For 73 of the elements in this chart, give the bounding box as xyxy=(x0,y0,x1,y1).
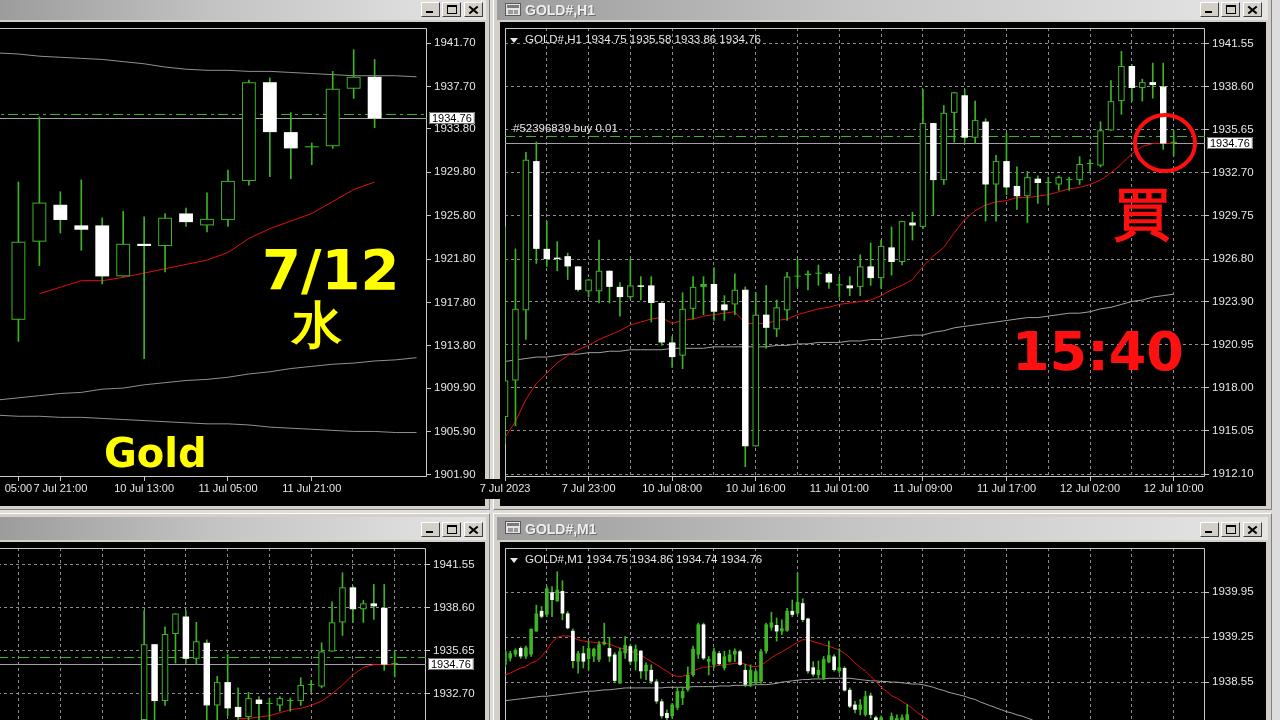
x-tick-label: 10 Jul 13:00 xyxy=(114,481,175,494)
ref-line-label: 1934.76 xyxy=(431,657,471,670)
y-tick-label: 1926.80 xyxy=(1212,252,1254,265)
candlestick xyxy=(137,216,152,360)
ref-line-label: 1934.76 xyxy=(1210,136,1250,149)
y-tick-label: 1917.80 xyxy=(434,295,476,308)
chart-subtitle: GOLD#,M1 1934.75 1934.86 1934.74 1934.76 xyxy=(525,553,763,566)
candlestick xyxy=(200,192,214,233)
annotation: 買 xyxy=(1114,181,1170,246)
y-tick-label: 1939.95 xyxy=(1212,585,1254,598)
y-tick-label: 1932.70 xyxy=(1212,165,1254,178)
y-tick-label: 1913.80 xyxy=(434,338,476,351)
candlestick xyxy=(762,285,770,349)
y-tick-label: 1921.80 xyxy=(434,252,476,265)
candlestick xyxy=(1013,166,1021,210)
x-tick-label: 11 Jul 05:00 xyxy=(198,481,258,494)
y-tick-label: 1923.90 xyxy=(1212,294,1254,307)
candlestick xyxy=(637,276,645,301)
candlestick xyxy=(74,179,89,251)
y-tick-label: 1929.75 xyxy=(1212,209,1254,222)
ref-line-label: #52396839 buy 0.01 xyxy=(513,121,618,134)
candlestick xyxy=(307,680,315,693)
y-tick-label: 1929.80 xyxy=(434,165,476,178)
candlestick xyxy=(304,142,319,165)
annotation: 15:40 xyxy=(1012,320,1184,383)
candlestick xyxy=(1086,159,1094,172)
x-tick-label: 11 Jul 17:00 xyxy=(976,481,1037,494)
candlestick xyxy=(287,697,294,712)
y-tick-label: 1918.00 xyxy=(1212,380,1254,393)
x-tick-label: 05:00 xyxy=(4,481,33,494)
y-tick-label: 1920.95 xyxy=(1212,337,1254,350)
ref-line-label: 1934.76 xyxy=(432,111,472,124)
y-tick-label: 1941.55 xyxy=(433,557,475,570)
y-tick-label: 1905.90 xyxy=(434,424,476,437)
annotation: Gold xyxy=(104,430,207,476)
y-tick-label: 1941.55 xyxy=(1212,36,1254,49)
chart-subtitle: GOLD#,H1 1934.75 1935.58 1933.86 1934.76 xyxy=(525,33,761,46)
y-tick-label: 1925.80 xyxy=(434,208,476,221)
annotation: 水 xyxy=(292,296,342,354)
x-tick-label: 12 Jul 02:00 xyxy=(1060,481,1121,494)
y-tick-label: 1941.70 xyxy=(434,36,476,49)
y-tick-label: 1935.65 xyxy=(1212,122,1254,135)
candlestick xyxy=(1149,62,1156,99)
x-tick-label: 10 Jul 08:00 xyxy=(642,481,703,494)
y-tick-label: 1915.05 xyxy=(1212,424,1254,437)
candlestick xyxy=(836,276,843,298)
y-tick-label: 1938.60 xyxy=(433,600,475,613)
x-tick-label: 11 Jul 01:00 xyxy=(809,481,869,494)
chart-title: GOLD#,H1 xyxy=(525,2,596,18)
x-tick-label: 11 Jul 21:00 xyxy=(282,481,342,494)
y-tick-label: 1933.80 xyxy=(434,122,476,135)
x-tick-label: 7 Jul 21:00 xyxy=(33,481,88,494)
candlestick xyxy=(1045,176,1052,206)
y-tick-label: 1938.60 xyxy=(1212,79,1254,92)
y-tick-label: 1901.90 xyxy=(434,468,476,480)
y-tick-label: 1939.25 xyxy=(1212,630,1254,643)
y-tick-label: 1937.70 xyxy=(434,79,476,92)
y-tick-label: 1938.55 xyxy=(1212,675,1254,688)
x-tick-label: 7 Jul 23:00 xyxy=(561,481,616,494)
x-tick-label: 11 Jul 09:00 xyxy=(893,481,953,494)
x-tick-label: 10 Jul 16:00 xyxy=(725,481,786,494)
y-tick-label: 1932.70 xyxy=(433,686,475,699)
chart-title: GOLD#,M1 xyxy=(525,521,597,537)
candlestick xyxy=(1065,176,1073,191)
y-tick-label: 1935.65 xyxy=(433,643,475,656)
candlestick xyxy=(846,276,854,296)
x-tick-label: 7 Jul 2023 xyxy=(479,481,531,494)
y-tick-label: 1909.90 xyxy=(434,381,476,394)
y-tick-label: 1912.10 xyxy=(1212,467,1254,480)
x-tick-label: 12 Jul 10:00 xyxy=(1143,481,1204,494)
candlestick xyxy=(543,220,551,267)
candlestick xyxy=(733,648,737,662)
candlestick xyxy=(370,584,378,620)
